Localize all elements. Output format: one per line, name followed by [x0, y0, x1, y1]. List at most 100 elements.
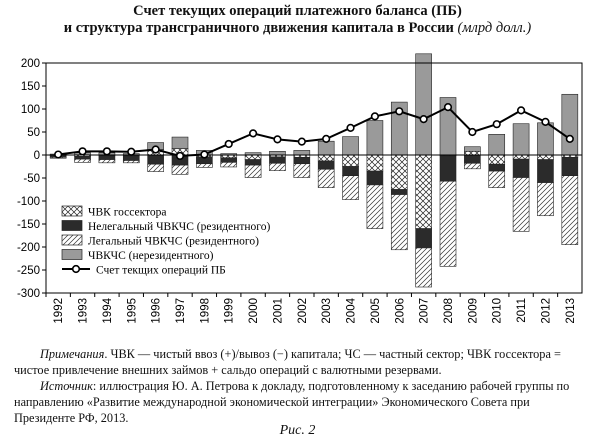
- bar-2009: [464, 146, 481, 152]
- bar-2004: [342, 154, 359, 167]
- bar-2002: [293, 150, 311, 156]
- current-account-point: [516, 106, 526, 115]
- x-tick-label: 1993: [78, 298, 90, 324]
- bar-1996: [147, 163, 164, 172]
- axes-layer: -300 -250 -200 -150 -100 -50 0 50 100 150 200 1992 1…: [17, 58, 583, 324]
- x-tick-label: 2002: [297, 298, 309, 324]
- bar-2007: [415, 53, 432, 156]
- bar-2011: [512, 158, 530, 178]
- x-tick-label: 2009: [467, 298, 479, 324]
- chart-title-line1: Счет текущих операций платежного баланса…: [133, 3, 462, 19]
- bar-2001: [269, 162, 286, 171]
- source-label: Источник: [40, 379, 93, 393]
- bar-1997: [171, 164, 189, 175]
- legend: ЧВК госсектора Нелегальный ЧВКЧС (резиден…: [61, 205, 270, 277]
- x-tick-label: 2005: [370, 298, 382, 324]
- current-account-point: [419, 115, 428, 124]
- y-tick-label: -300: [17, 288, 40, 300]
- figure-caption: Рис. 2: [279, 423, 316, 438]
- x-tick-label: 2003: [321, 298, 333, 324]
- x-tick-label: 1999: [224, 298, 236, 324]
- bar-2003: [317, 168, 335, 188]
- bar-2008: [439, 155, 457, 182]
- y-tick-label: -50: [23, 173, 40, 185]
- current-account-line: [58, 105, 571, 157]
- current-account-point: [102, 147, 112, 156]
- bar-2010: [488, 170, 506, 188]
- bar-2012: [537, 122, 554, 156]
- legend-label: Счет текщих операций ПБ: [96, 265, 226, 277]
- chart-title-line2: и структура трансграничного движения кап…: [63, 20, 532, 36]
- bar-2001: [269, 156, 286, 164]
- y-tick-label: -100: [17, 196, 40, 208]
- bar-1999: [220, 162, 238, 168]
- bar-1997: [171, 136, 189, 149]
- y-tick-label: 50: [27, 127, 40, 139]
- bar-1995: [122, 160, 140, 164]
- x-tick-label: 2011: [516, 298, 528, 323]
- y-tick-label: 0: [34, 150, 40, 162]
- source-paragraph: Источник: иллюстрация Ю. А. Петрова к до…: [14, 378, 586, 426]
- current-account-point: [248, 129, 258, 138]
- bar-2009: [464, 151, 481, 156]
- x-tick-label: 1996: [151, 298, 163, 324]
- legend-label: Легальный ЧВКЧС (резидентного): [88, 236, 259, 248]
- current-account-point: [175, 151, 185, 161]
- bar-2012: [537, 154, 554, 160]
- legend-swatch: [61, 220, 83, 231]
- y-tick-label: -200: [17, 242, 40, 254]
- current-account-point: [346, 123, 355, 132]
- source-text: : иллюстрация Ю. А. Петрова к докладу, п…: [14, 379, 570, 425]
- current-account-point: [54, 150, 63, 159]
- legend-marker: [71, 264, 81, 274]
- x-tick-label: 2013: [565, 298, 577, 324]
- current-account-point: [492, 120, 501, 129]
- legend-label: ЧВКЧС (нерезидентного): [88, 250, 214, 262]
- current-account-point: [565, 134, 574, 143]
- x-tick-label: 1992: [53, 298, 65, 324]
- bar-2013: [561, 93, 579, 156]
- bar-2008: [439, 180, 457, 267]
- bar-2009: [464, 154, 481, 164]
- bar-2010: [488, 154, 506, 165]
- bar-2004: [342, 166, 359, 176]
- x-tick-label: 2012: [540, 298, 552, 324]
- chart-title-unit: (млрд долл.): [457, 20, 532, 36]
- current-account-point: [151, 145, 160, 154]
- bar-2005: [366, 184, 384, 229]
- bar-1999: [220, 157, 238, 163]
- bar-2011: [512, 154, 530, 160]
- x-tick-label: 1995: [126, 298, 138, 324]
- x-tick-label: 2008: [443, 298, 455, 324]
- current-account-point: [370, 112, 380, 121]
- bar-2005: [366, 120, 384, 156]
- y-tick-label: -150: [17, 219, 40, 231]
- x-tick-label: 1997: [175, 298, 187, 324]
- bar-2007: [415, 154, 432, 229]
- bar-2002: [293, 157, 311, 165]
- current-account-point: [200, 150, 209, 159]
- bar-2004: [342, 175, 359, 200]
- current-account-point: [297, 137, 306, 146]
- current-account-point: [443, 103, 453, 112]
- bar-2012: [537, 182, 554, 217]
- current-account-point: [273, 135, 282, 144]
- bar-2003: [317, 140, 335, 156]
- note-label: Примечания: [40, 347, 105, 361]
- bar-2010: [488, 134, 506, 156]
- bar-1998: [196, 163, 213, 168]
- y-tick-label: 200: [21, 58, 40, 70]
- bar-2000: [244, 159, 262, 166]
- bar-2013: [561, 157, 579, 177]
- current-account-point: [468, 127, 477, 137]
- bar-2003: [317, 160, 335, 170]
- bar-2007: [415, 228, 432, 249]
- bar-1993: [74, 156, 91, 160]
- bar-2006: [390, 194, 408, 251]
- legend-swatch: [61, 234, 83, 246]
- current-account-point: [127, 147, 136, 156]
- bar-2011: [512, 123, 530, 156]
- legend-swatch: [61, 205, 83, 217]
- bar-2011: [512, 177, 530, 232]
